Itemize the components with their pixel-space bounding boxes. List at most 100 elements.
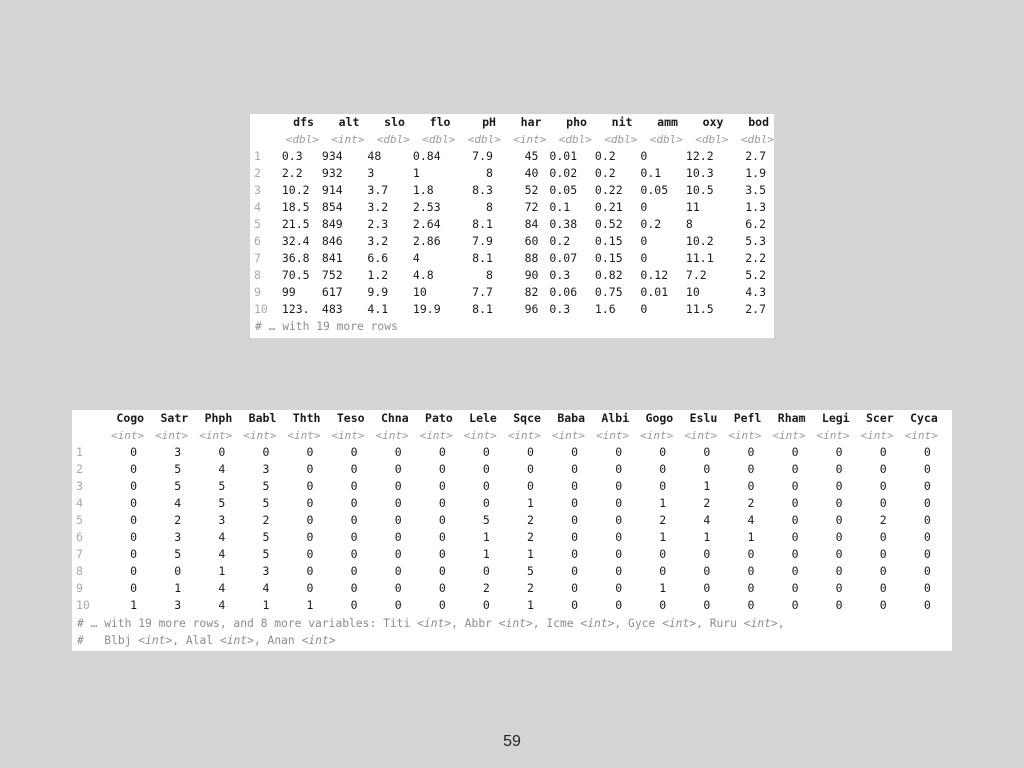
table-cell: 0.3: [281, 149, 303, 163]
table-cell: 0: [659, 445, 667, 459]
table-cell: 0: [923, 598, 931, 612]
table-cell: 5: [262, 496, 270, 510]
table-cell: 0.2: [594, 149, 616, 163]
table-cell: 1: [659, 581, 667, 595]
table-cell: 84: [524, 217, 539, 231]
table2-type-row: <int> <int> <int> <int> <int> <int> <int> <int>…: [72, 427, 938, 444]
table1-column-type: <dbl>: [604, 133, 638, 146]
table-cell: 18.5: [281, 200, 310, 214]
table-cell: 5: [218, 479, 226, 493]
table2-column-type: <int>: [596, 429, 630, 442]
table-cell: 0: [350, 530, 358, 544]
table2-column-header: Legi: [821, 411, 850, 425]
table-cell: 4.1: [367, 302, 389, 316]
footer-variable-name: Ruru: [709, 617, 737, 630]
table-cell: 0: [350, 445, 358, 459]
table-cell: 1: [174, 581, 182, 595]
table-cell: 0: [306, 530, 314, 544]
table-cell: 0: [438, 530, 446, 544]
table2-header-row: Cogo Satr Phph Babl Thth Teso Chna Pato Lele Sqce…: [72, 410, 937, 427]
row-number: 1: [254, 149, 261, 163]
table-cell: 21.5: [281, 217, 310, 231]
table2-column-header: Pato: [425, 411, 453, 425]
table-cell: 0: [879, 581, 887, 595]
table-cell: 12.2: [685, 149, 714, 163]
footer-variable-type: <int>: [219, 634, 254, 647]
table-cell: 2: [747, 496, 755, 510]
table-cell: 0: [640, 251, 648, 265]
table-cell: 2: [174, 513, 182, 527]
table-cell: 0: [571, 547, 579, 561]
table-cell: 0: [130, 496, 138, 510]
table-cell: 0.75: [594, 285, 623, 299]
table-cell: 4.3: [745, 285, 766, 299]
table1-column-type: <dbl>: [422, 133, 456, 146]
table2-column-type: <int>: [772, 429, 806, 442]
table-cell: 5: [218, 496, 226, 510]
table-cell: 0: [571, 479, 579, 493]
table1-column-header: har: [520, 115, 542, 129]
table-cell: 0: [791, 598, 799, 612]
table-cell: 0: [218, 445, 226, 459]
table-cell: 0: [130, 479, 138, 493]
table-cell: 0: [130, 547, 138, 561]
table-cell: 0.15: [594, 251, 623, 265]
table-cell: 82: [524, 285, 539, 299]
table-cell: 2: [482, 581, 490, 595]
table-cell: 1: [527, 547, 534, 561]
table-cell: 1.9: [745, 166, 766, 180]
table-cell: 40: [524, 166, 539, 180]
table-cell: 2: [659, 513, 667, 527]
table-cell: 0.12: [640, 268, 669, 282]
table-cell: 0: [747, 598, 755, 612]
table-cell: 2.2: [281, 166, 303, 180]
row-number: 7: [254, 251, 261, 265]
footer-variable-type: <int>: [417, 617, 452, 630]
table-cell: 934: [321, 149, 343, 163]
table-cell: 0: [571, 530, 579, 544]
row-number: 7: [76, 547, 83, 561]
row-number: 4: [254, 200, 261, 214]
table-cell: 0: [640, 234, 648, 248]
table-cell: 0: [438, 564, 446, 578]
table-cell: 3: [262, 462, 270, 476]
table1-column-header: oxy: [702, 115, 724, 129]
table-cell: 70.5: [281, 268, 310, 282]
table-cell: 0: [615, 598, 623, 612]
table-cell: 0: [923, 462, 931, 476]
table-cell: 0: [571, 564, 579, 578]
table-cell: 0.1: [640, 166, 662, 180]
table2-column-type: <int>: [199, 429, 233, 442]
table-cell: 10.2: [281, 183, 310, 197]
table-cell: 5: [482, 513, 490, 527]
footer-variable-type: <int>: [743, 617, 778, 630]
table-cell: 0: [835, 496, 843, 510]
table-cell: 4: [218, 581, 226, 595]
table-cell: 0: [615, 547, 623, 561]
table2-column-header: Sqce: [513, 411, 541, 425]
table-cell: 0: [923, 564, 931, 578]
console-output-table2: Cogo Satr Phph Babl Thth Teso Chna Pato Lele Sqce…: [72, 410, 952, 651]
table-cell: 0.52: [594, 217, 623, 231]
table-cell: 0.3: [549, 302, 571, 316]
footer-variable-name: Titi: [383, 617, 411, 630]
table-cell: 0: [703, 462, 711, 476]
table-cell: 2: [879, 513, 887, 527]
table-cell: 0: [835, 479, 843, 493]
table-cell: 1: [659, 530, 667, 544]
table-cell: 0: [527, 479, 534, 493]
table-cell: 5.2: [745, 268, 766, 282]
table-cell: 0: [747, 564, 755, 578]
footer-variable-type: <int>: [662, 617, 697, 630]
table-cell: 4: [747, 513, 755, 527]
row-number: 6: [254, 234, 261, 248]
table-cell: 8: [485, 268, 493, 282]
table2-column-type: <int>: [155, 429, 189, 442]
table-cell: 914: [321, 183, 343, 197]
table-cell: 0: [791, 564, 799, 578]
table-cell: 0: [438, 547, 446, 561]
table-cell: 2: [527, 513, 534, 527]
table-cell: 0: [130, 462, 138, 476]
table-cell: 0: [438, 462, 446, 476]
table-cell: 0: [615, 445, 623, 459]
